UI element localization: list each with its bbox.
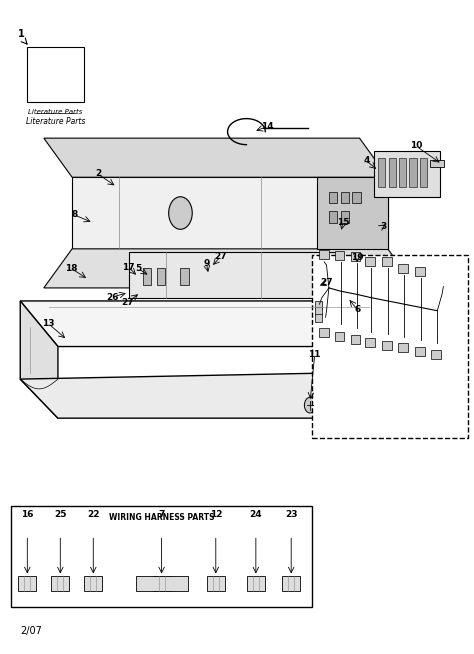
Circle shape (304, 398, 316, 413)
Text: 24: 24 (249, 510, 262, 519)
Bar (382, 257, 392, 266)
Text: 23: 23 (285, 510, 298, 519)
Bar (365, 338, 374, 347)
Text: 27: 27 (121, 298, 134, 307)
Polygon shape (20, 301, 388, 347)
Text: 27: 27 (320, 278, 333, 287)
Bar (315, 301, 322, 309)
Bar (319, 250, 329, 258)
Bar (351, 335, 360, 344)
Bar (51, 576, 69, 591)
Text: 7: 7 (158, 510, 165, 519)
Bar (415, 267, 425, 276)
Bar (382, 341, 392, 351)
Bar (84, 576, 102, 591)
Bar (420, 158, 427, 187)
Bar (341, 211, 349, 223)
Bar (341, 192, 349, 203)
Text: 25: 25 (54, 510, 66, 519)
Bar (18, 576, 36, 591)
Text: 2/07: 2/07 (20, 627, 42, 636)
Polygon shape (20, 301, 58, 418)
Bar (410, 158, 417, 187)
Text: 9: 9 (203, 259, 210, 267)
Text: WIRING HARNESS PARTS: WIRING HARNESS PARTS (109, 513, 214, 522)
Bar (207, 576, 225, 591)
Polygon shape (128, 252, 341, 298)
Text: 3: 3 (380, 222, 386, 231)
Text: 8: 8 (71, 211, 78, 220)
Bar (415, 347, 425, 356)
Text: 22: 22 (87, 510, 100, 519)
Text: Literature Parts: Literature Parts (28, 109, 83, 115)
Bar (335, 250, 345, 260)
Bar (27, 47, 84, 102)
Polygon shape (44, 138, 388, 177)
Bar (399, 158, 406, 187)
Bar (329, 211, 337, 223)
Text: 17: 17 (122, 263, 135, 271)
Text: Literature Parts: Literature Parts (26, 116, 85, 126)
Bar (431, 350, 440, 359)
Text: 11: 11 (309, 350, 321, 359)
Bar (329, 192, 337, 203)
Text: 13: 13 (42, 319, 55, 328)
Bar (153, 576, 171, 591)
Text: 4: 4 (364, 156, 370, 165)
Bar (181, 268, 189, 284)
Bar (282, 576, 300, 591)
Bar (398, 264, 408, 273)
Text: 27: 27 (214, 252, 227, 261)
Text: 10: 10 (410, 141, 422, 150)
Bar (157, 268, 165, 284)
Bar (398, 343, 408, 353)
Bar (319, 328, 329, 337)
Bar (136, 576, 188, 591)
Text: 5: 5 (135, 264, 141, 273)
Bar (389, 158, 396, 187)
Text: 12: 12 (210, 510, 222, 519)
Text: 16: 16 (21, 510, 34, 519)
Bar (430, 160, 444, 167)
Circle shape (169, 197, 192, 230)
Bar (351, 252, 360, 261)
Polygon shape (374, 151, 439, 197)
Bar (335, 332, 345, 341)
Bar (365, 257, 374, 266)
Text: 15: 15 (337, 218, 349, 228)
Text: 6: 6 (354, 305, 360, 314)
Polygon shape (20, 373, 388, 418)
Bar (247, 576, 265, 591)
Bar (315, 307, 322, 315)
Text: 14: 14 (261, 122, 274, 131)
Polygon shape (317, 177, 388, 249)
Polygon shape (44, 249, 416, 288)
Text: 19: 19 (351, 253, 364, 262)
Polygon shape (350, 301, 388, 418)
Text: 1: 1 (18, 29, 25, 39)
Text: 26: 26 (106, 292, 118, 301)
Bar (143, 268, 151, 284)
Bar (315, 314, 322, 322)
Text: 2: 2 (95, 169, 101, 179)
Polygon shape (72, 177, 388, 249)
Bar (353, 192, 361, 203)
Bar (11, 506, 312, 607)
Text: 18: 18 (65, 264, 77, 273)
Bar (312, 255, 468, 438)
Bar (378, 158, 385, 187)
